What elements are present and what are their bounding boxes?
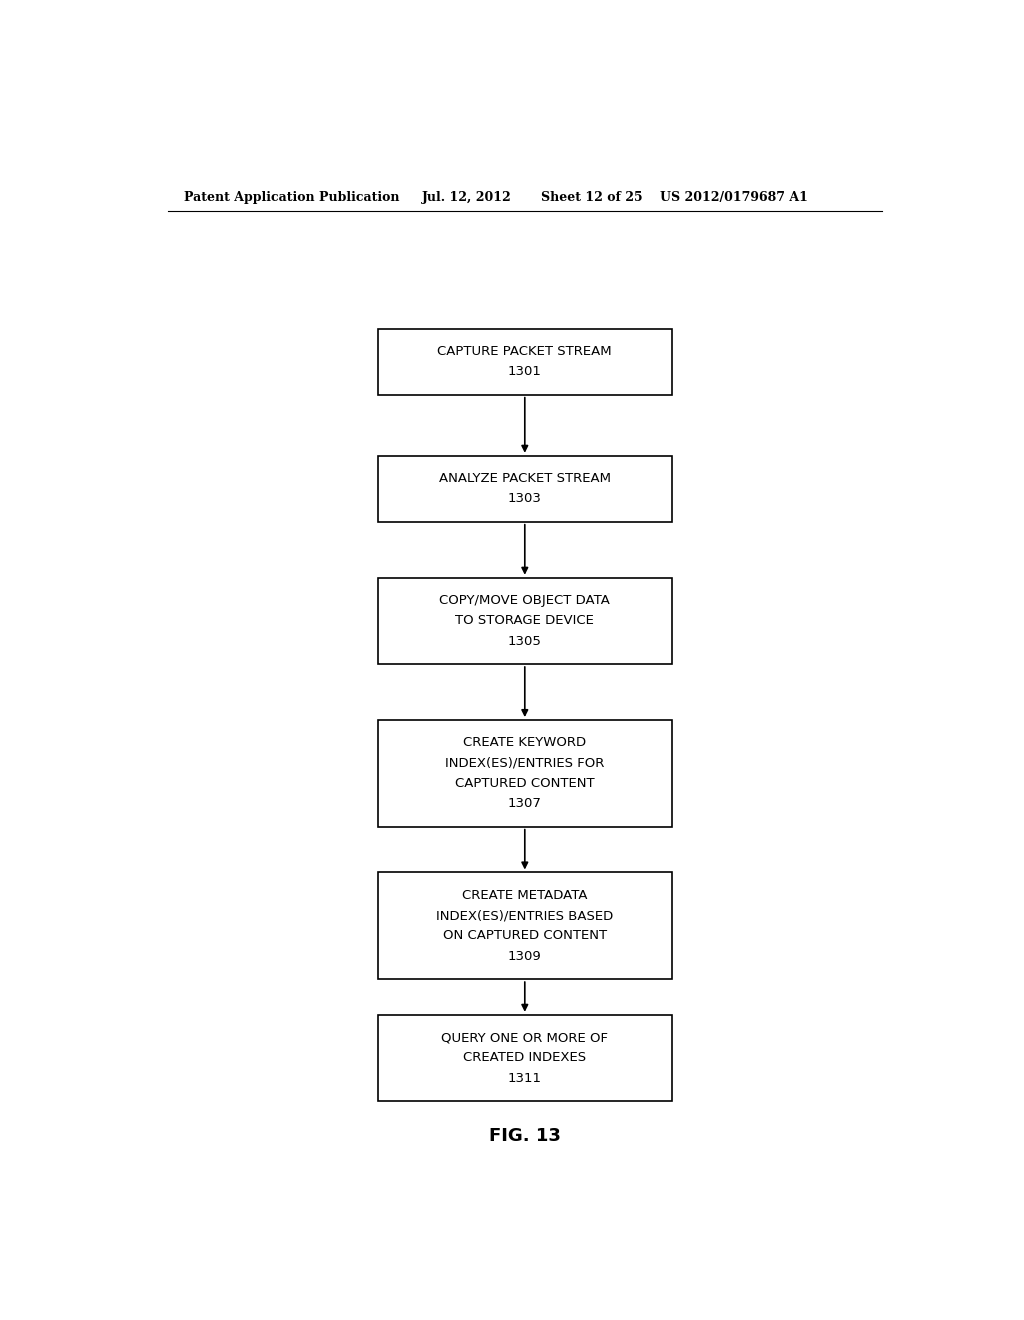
FancyBboxPatch shape [378,455,672,521]
Text: INDEX(ES)/ENTRIES BASED: INDEX(ES)/ENTRIES BASED [436,909,613,923]
Text: 1305: 1305 [508,635,542,648]
Text: 1303: 1303 [508,492,542,506]
Text: ANALYZE PACKET STREAM: ANALYZE PACKET STREAM [439,473,610,484]
FancyBboxPatch shape [378,873,672,979]
Text: Patent Application Publication: Patent Application Publication [183,190,399,203]
Text: US 2012/0179687 A1: US 2012/0179687 A1 [659,190,808,203]
Text: 1309: 1309 [508,950,542,962]
FancyBboxPatch shape [378,719,672,826]
FancyBboxPatch shape [378,1015,672,1101]
Text: INDEX(ES)/ENTRIES FOR: INDEX(ES)/ENTRIES FOR [445,756,604,770]
Text: CREATE METADATA: CREATE METADATA [462,888,588,902]
Text: ON CAPTURED CONTENT: ON CAPTURED CONTENT [442,929,607,942]
FancyBboxPatch shape [378,578,672,664]
Text: 1301: 1301 [508,366,542,379]
Text: 1311: 1311 [508,1072,542,1085]
Text: CREATED INDEXES: CREATED INDEXES [463,1052,587,1064]
Text: QUERY ONE OR MORE OF: QUERY ONE OR MORE OF [441,1031,608,1044]
Text: FIG. 13: FIG. 13 [488,1127,561,1146]
Text: 1307: 1307 [508,797,542,810]
Text: Sheet 12 of 25: Sheet 12 of 25 [541,190,642,203]
Text: COPY/MOVE OBJECT DATA: COPY/MOVE OBJECT DATA [439,594,610,607]
Text: TO STORAGE DEVICE: TO STORAGE DEVICE [456,614,594,627]
FancyBboxPatch shape [378,329,672,395]
Text: Jul. 12, 2012: Jul. 12, 2012 [422,190,511,203]
Text: CAPTURE PACKET STREAM: CAPTURE PACKET STREAM [437,345,612,358]
Text: CREATE KEYWORD: CREATE KEYWORD [463,737,587,750]
Text: CAPTURED CONTENT: CAPTURED CONTENT [455,777,595,789]
